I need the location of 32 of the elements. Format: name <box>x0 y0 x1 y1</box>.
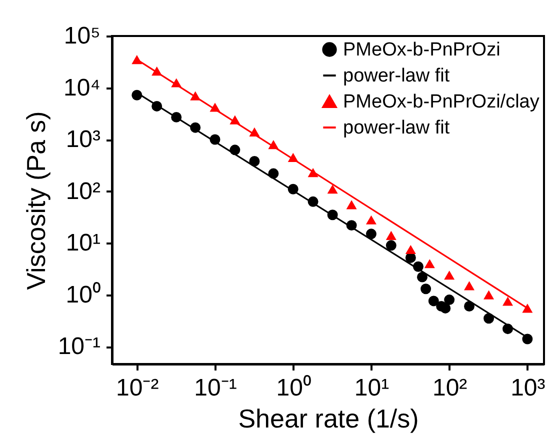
point <box>522 304 533 313</box>
x-tick-label: 10⁻¹ <box>194 374 237 402</box>
y-tick-label: 10³ <box>66 126 101 154</box>
point <box>327 184 338 194</box>
x-tick-label: 10² <box>432 374 468 402</box>
legend-label: PMeOx-b-PnPrOzi/clay <box>343 92 540 112</box>
point <box>366 215 376 224</box>
point <box>424 259 435 268</box>
legend-label: power-law fit <box>343 66 450 86</box>
x-tick-label: 10¹ <box>354 374 390 402</box>
point <box>444 270 455 280</box>
y-tick-label: 10¹ <box>66 230 101 257</box>
y-tick-label: 10⁴ <box>63 74 100 102</box>
x-tick-label: 10⁰ <box>276 374 311 402</box>
point <box>346 200 357 210</box>
y-tick-label: 10⁰ <box>66 281 100 308</box>
point <box>386 230 396 240</box>
x-tick-label: 10⁻² <box>116 374 159 402</box>
x-tick-label: 10³ <box>510 374 546 402</box>
y-tick-label: 10⁵ <box>64 22 100 50</box>
y-tick-label: 10² <box>66 178 101 205</box>
x-axis-title: Shear rate (1/s) <box>238 404 419 434</box>
point <box>464 281 475 290</box>
legend-label: power-law fit <box>343 118 450 138</box>
point <box>484 290 494 300</box>
point <box>405 244 416 254</box>
point <box>366 228 376 240</box>
y-axis-title: Viscosity (Pa s) <box>20 111 51 290</box>
point <box>386 240 396 251</box>
legend-label: PMeOx-b-PnPrOzi <box>343 40 500 60</box>
y-tick-label: 10⁻¹ <box>58 333 101 360</box>
point <box>502 296 514 306</box>
